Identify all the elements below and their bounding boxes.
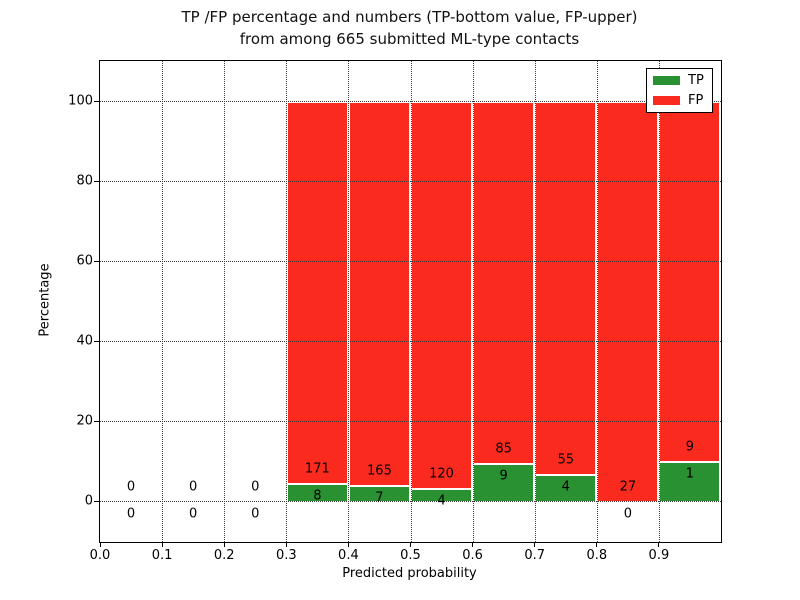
tp-count-label: 0 xyxy=(189,506,198,522)
fp-count-label: 55 xyxy=(557,452,575,468)
legend-label-fp: FP xyxy=(688,92,704,108)
x-tick-mark xyxy=(285,542,287,547)
legend-label-tp: TP xyxy=(688,73,704,89)
fp-count-label: 85 xyxy=(495,441,512,457)
chart-title: TP /FP percentage and numbers (TP-bottom… xyxy=(99,6,720,50)
gridline-x-0.5 xyxy=(410,61,412,542)
y-tick-mark xyxy=(94,180,99,182)
x-axis-label: Predicted probability xyxy=(342,566,477,581)
fp-count-label: 0 xyxy=(251,479,260,495)
y-tick-label-40: 40 xyxy=(76,333,93,349)
y-tick-mark xyxy=(94,100,99,102)
tp-count-label: 4 xyxy=(561,479,570,495)
bar-0.6-0.7 xyxy=(474,101,534,501)
bar-segment-tp xyxy=(349,484,409,501)
y-tick-label-20: 20 xyxy=(76,413,93,429)
plot-area: TP FP 0 0 0 0 0 0 171 8 165 7 120 4 85 9 55 4 27 0 9 1 0.0 0.… xyxy=(68,60,722,563)
x-tick-label-0.0: 0.0 xyxy=(89,548,111,563)
gridline-x-0.1 xyxy=(162,61,164,542)
x-tick-label-0.9: 0.9 xyxy=(648,548,670,563)
gridline-x-0.9 xyxy=(658,61,660,542)
bar-0.9-1.0 xyxy=(660,101,720,501)
fp-count-label: 0 xyxy=(126,479,136,495)
gridline-x-0.3 xyxy=(286,61,288,542)
bar-0.7-0.8 xyxy=(536,101,596,501)
tp-count-label: 0 xyxy=(126,506,136,522)
tp-swatch-icon xyxy=(653,76,680,86)
x-tick-mark xyxy=(223,542,225,547)
bar-segment-fp xyxy=(598,101,658,501)
bar-segment-fp xyxy=(287,101,347,484)
y-tick-mark xyxy=(94,260,99,262)
bar-segment-fp xyxy=(349,101,409,485)
y-tick-label-60: 60 xyxy=(76,253,93,269)
fp-count-label: 0 xyxy=(189,479,198,495)
fp-swatch-icon xyxy=(653,95,680,105)
bar-segment-tp xyxy=(412,488,472,501)
bar-segment-fp xyxy=(474,101,534,463)
bar-0.5-0.6 xyxy=(412,101,472,501)
x-tick-mark xyxy=(161,542,163,547)
fp-count-label: 120 xyxy=(429,466,454,482)
bar-segment-tp xyxy=(287,483,347,501)
legend-row-tp: TP xyxy=(653,74,706,87)
gridline-x-0.2 xyxy=(224,61,226,542)
fp-count-label: 27 xyxy=(619,479,637,495)
chart-title-line2: from among 665 submitted ML-type contact… xyxy=(239,30,580,48)
x-tick-label-0.1: 0.1 xyxy=(151,548,173,563)
x-tick-label-0.4: 0.4 xyxy=(338,548,359,563)
bar-0.4-0.5 xyxy=(349,101,409,501)
fp-count-label: 171 xyxy=(304,461,330,477)
bar-segment-tp xyxy=(474,462,534,501)
bar-segment-tp xyxy=(536,473,596,501)
y-tick-label-80: 80 xyxy=(76,173,93,189)
bar-segment-fp xyxy=(536,101,596,474)
x-tick-mark xyxy=(596,542,598,547)
x-tick-label-0.6: 0.6 xyxy=(462,548,483,563)
bar-0.8-0.9 xyxy=(598,101,658,501)
x-tick-label-0.2: 0.2 xyxy=(213,548,235,563)
y-tick-label-100: 100 xyxy=(68,93,93,109)
x-tick-mark xyxy=(534,542,536,547)
legend: TP FP xyxy=(646,68,713,113)
x-tick-label-0.5: 0.5 xyxy=(400,548,421,563)
y-axis-label: Percentage xyxy=(37,263,53,337)
y-tick-mark xyxy=(94,420,99,422)
gridline-x-0.6 xyxy=(472,61,474,542)
x-tick-mark xyxy=(472,542,474,547)
tp-count-label: 4 xyxy=(437,493,446,509)
fp-count-label: 9 xyxy=(685,439,695,455)
chart-title-line1: TP /FP percentage and numbers (TP-bottom… xyxy=(181,8,638,26)
y-tick-label-0: 0 xyxy=(84,493,93,509)
tp-count-label: 0 xyxy=(251,506,260,522)
gridline-x-0.8 xyxy=(596,61,598,542)
y-tick-mark xyxy=(94,500,99,502)
x-tick-mark xyxy=(347,542,349,547)
legend-row-fp: FP xyxy=(653,94,706,107)
x-tick-mark xyxy=(99,542,101,547)
tp-count-label: 7 xyxy=(375,490,384,506)
bar-segment-fp xyxy=(660,101,720,461)
x-tick-label-0.7: 0.7 xyxy=(524,548,546,563)
x-tick-label-0.8: 0.8 xyxy=(586,548,608,563)
tp-count-label: 8 xyxy=(313,488,322,504)
gridline-x-0.7 xyxy=(534,61,536,542)
bar-0.3-0.4 xyxy=(287,101,347,501)
tp-count-label: 0 xyxy=(623,506,632,522)
fp-count-label: 165 xyxy=(367,463,392,479)
bar-segment-tp xyxy=(660,461,720,501)
y-tick-mark xyxy=(94,340,99,342)
x-tick-mark xyxy=(658,542,660,547)
tp-count-label: 1 xyxy=(685,466,695,482)
x-tick-label-0.3: 0.3 xyxy=(275,548,297,563)
x-tick-mark xyxy=(410,542,411,547)
bar-segment-fp xyxy=(412,101,472,489)
gridline-x-0.4 xyxy=(348,61,350,542)
tp-count-label: 9 xyxy=(499,468,508,484)
